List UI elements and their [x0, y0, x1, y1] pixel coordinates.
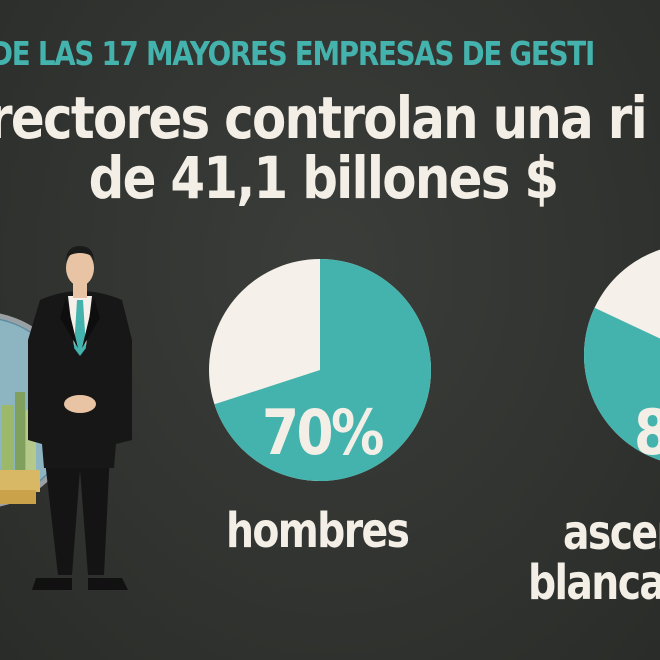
- stat-caption-1: hombres: [226, 503, 410, 559]
- headline: rectores controlan una ri de 41,1 billon…: [0, 88, 648, 212]
- businessman-icon: [28, 246, 132, 590]
- section-kicker: DE LAS 17 MAYORES EMPRESAS DE GESTI: [0, 34, 595, 73]
- pie-chart-hombres: [209, 259, 432, 482]
- stat-percent-2: 8: [634, 396, 660, 469]
- stat-caption-2-line-2: blanca: [528, 555, 660, 611]
- pie-slice-percent: [214, 259, 432, 482]
- headline-line-1: rectores controlan una ri: [0, 84, 648, 152]
- headline-line-2: de 41,1 billones $: [88, 144, 559, 212]
- stat-caption-2-line-1: ascen: [563, 505, 660, 561]
- stat-percent-1: 70%: [262, 396, 384, 469]
- pie-slice-percent: [584, 307, 660, 461]
- pie-chart-ascendencia: [584, 249, 660, 461]
